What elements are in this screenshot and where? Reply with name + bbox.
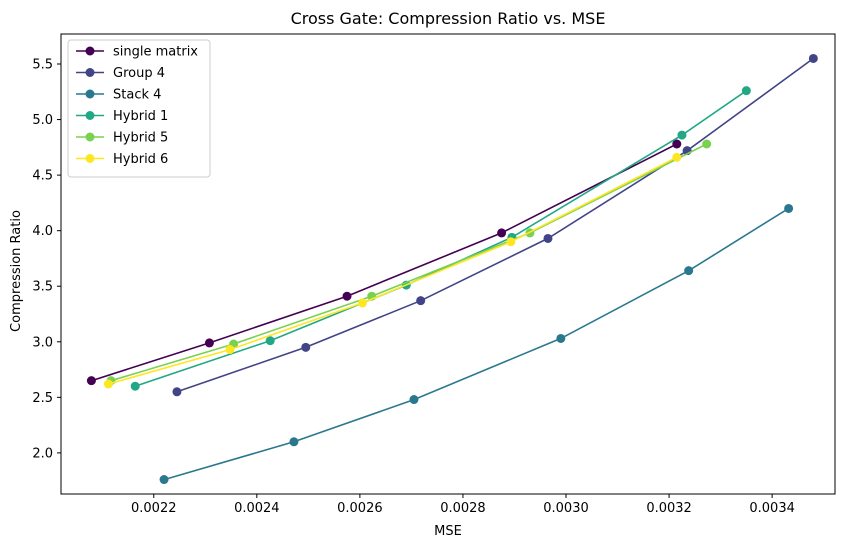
legend-box (67, 39, 211, 178)
data-point (225, 345, 235, 355)
legend-marker (85, 46, 95, 56)
legend-label: Hybrid 6 (113, 152, 168, 167)
data-point (543, 233, 553, 243)
legend-marker (85, 132, 95, 142)
plot-frame (60, 33, 836, 495)
data-point (808, 53, 818, 63)
y-tick-label: 4.5 (32, 169, 53, 184)
data-point (506, 237, 516, 247)
y-tick-label: 2.0 (32, 446, 53, 461)
data-point (672, 152, 682, 162)
legend-label: Hybrid 5 (113, 131, 168, 146)
data-point (784, 203, 794, 213)
legend-item: Group 4 (76, 66, 165, 81)
legend-marker (85, 111, 95, 120)
chart-title: Cross Gate: Compression Ratio vs. MSE (291, 9, 606, 28)
series-group-4 (172, 53, 818, 397)
series-line (163, 207, 790, 481)
data-point (342, 291, 352, 301)
x-tick-label: 0.0026 (337, 501, 383, 516)
data-point (497, 228, 507, 238)
legend-item: Hybrid 6 (76, 152, 168, 167)
legend: single matrix Group 4 Stack 4 Hybrid 1 Hybri… (67, 39, 211, 178)
series-stack-4 (159, 203, 794, 485)
y-tick-label: 2.5 (32, 391, 53, 406)
x-tick-label: 0.0028 (440, 501, 486, 516)
data-point (741, 86, 751, 96)
x-tick-label: 0.0030 (543, 501, 589, 516)
legend-item: Hybrid 5 (76, 131, 168, 146)
data-point (289, 437, 299, 447)
data-point (409, 395, 419, 405)
series-hybrid-1 (130, 86, 751, 391)
legend-marker (85, 68, 95, 77)
legend-label: Stack 4 (113, 88, 161, 103)
data-point (702, 139, 712, 149)
legend-label: Hybrid 1 (113, 109, 168, 124)
data-point (416, 296, 426, 306)
legend-item: Hybrid 1 (76, 109, 168, 124)
legend-label: single matrix (113, 45, 198, 60)
legend-item: single matrix (76, 45, 198, 60)
data-point (265, 336, 275, 346)
data-point (556, 333, 566, 343)
y-tick-label: 4.0 (32, 224, 53, 239)
data-point (130, 381, 140, 391)
y-axis-label: Compression Ratio (9, 210, 24, 332)
x-tick-label: 0.0034 (749, 501, 795, 516)
legend-label: Group 4 (113, 66, 165, 81)
x-axis-ticks: 0.0022 0.0024 0.0026 0.0028 0.0030 0.0032 0.00… (131, 494, 795, 516)
legend-item: Stack 4 (76, 88, 161, 103)
y-tick-label: 3.5 (32, 280, 53, 295)
data-point (204, 338, 214, 348)
y-tick-label: 5.5 (32, 58, 53, 73)
legend-marker (85, 154, 95, 163)
data-point (672, 139, 682, 149)
x-tick-label: 0.0022 (131, 501, 177, 516)
data-point (159, 475, 169, 485)
data-point (357, 298, 367, 308)
x-tick-label: 0.0032 (646, 501, 692, 516)
data-point (677, 130, 687, 140)
series-single-matrix (86, 139, 682, 386)
y-axis-ticks: 2.0 2.5 3.0 3.5 4.0 4.5 5.0 5.5 (32, 58, 61, 461)
series-line (108, 156, 678, 385)
legend-marker (85, 89, 95, 99)
series-hybrid-6 (103, 152, 682, 389)
data-point (86, 376, 96, 386)
data-point (172, 387, 182, 397)
series-line (176, 57, 814, 393)
plot-area (86, 53, 818, 485)
y-tick-label: 3.0 (32, 335, 53, 350)
data-point (684, 266, 694, 276)
y-tick-label: 5.0 (32, 113, 53, 128)
data-point (103, 379, 113, 389)
x-axis-label: MSE (434, 524, 462, 539)
data-point (301, 342, 311, 352)
series-line (134, 90, 747, 387)
x-tick-label: 0.0024 (234, 501, 280, 516)
series-line (91, 143, 678, 382)
